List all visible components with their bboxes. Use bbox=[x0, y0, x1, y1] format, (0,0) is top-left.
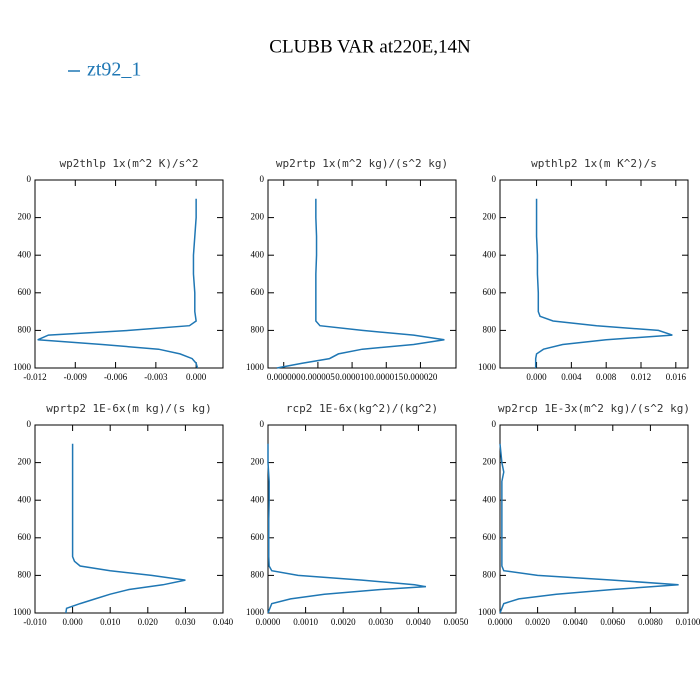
y-tick-label: 1000 bbox=[478, 362, 497, 372]
figure-title: CLUBB VAR at220E,14N bbox=[269, 36, 471, 57]
profile-line bbox=[276, 198, 445, 369]
y-tick-label: 0 bbox=[27, 174, 32, 184]
y-tick-label: 400 bbox=[18, 249, 32, 259]
y-tick-label: 400 bbox=[18, 494, 32, 504]
y-tick-label: 200 bbox=[18, 457, 32, 467]
y-tick-label: 200 bbox=[251, 457, 265, 467]
x-tick-label: 0.0040 bbox=[563, 617, 588, 627]
y-tick-label: 800 bbox=[251, 569, 265, 579]
y-tick-label: 0 bbox=[260, 419, 265, 429]
x-tick-label: 0.0040 bbox=[406, 617, 431, 627]
panel-title: wp2thlp 1x(m^2 K)/s^2 bbox=[59, 157, 198, 170]
y-tick-label: 800 bbox=[483, 569, 497, 579]
panel-title: wprtp2 1E-6x(m kg)/(s kg) bbox=[46, 402, 212, 415]
x-tick-label: 0.000 bbox=[186, 372, 207, 382]
profile-line bbox=[267, 443, 427, 614]
panel-title: wp2rtp 1x(m^2 kg)/(s^2 kg) bbox=[276, 157, 448, 170]
y-tick-label: 600 bbox=[18, 287, 32, 297]
x-tick-label: 0.0080 bbox=[638, 617, 663, 627]
y-tick-label: 400 bbox=[251, 494, 265, 504]
y-tick-label: 1000 bbox=[13, 362, 32, 372]
x-tick-label: -0.003 bbox=[144, 372, 168, 382]
y-tick-label: 0 bbox=[492, 419, 497, 429]
x-tick-label: 0.0000 bbox=[488, 617, 513, 627]
y-tick-label: 800 bbox=[18, 569, 32, 579]
x-tick-label: 0.000015 bbox=[369, 372, 403, 382]
y-tick-label: 600 bbox=[483, 532, 497, 542]
plot-frame bbox=[499, 424, 689, 614]
x-tick-label: 0.016 bbox=[666, 372, 687, 382]
x-tick-label: -0.009 bbox=[64, 372, 88, 382]
plot-frame bbox=[499, 179, 689, 369]
x-tick-label: 0.000 bbox=[62, 617, 83, 627]
profile-line bbox=[499, 443, 679, 614]
y-tick-label: 600 bbox=[251, 532, 265, 542]
x-tick-label: 0.000010 bbox=[335, 372, 369, 382]
y-tick-label: 600 bbox=[251, 287, 265, 297]
y-tick-label: 200 bbox=[483, 212, 497, 222]
y-tick-label: 1000 bbox=[478, 607, 497, 617]
x-tick-label: 0.010 bbox=[100, 617, 121, 627]
y-tick-label: 800 bbox=[251, 324, 265, 334]
y-tick-label: 0 bbox=[260, 174, 265, 184]
panel-title: wpthlp2 1x(m K^2)/s bbox=[531, 157, 657, 170]
y-tick-label: 0 bbox=[492, 174, 497, 184]
y-tick-label: 600 bbox=[18, 532, 32, 542]
x-tick-label: 0.0100 bbox=[676, 617, 700, 627]
profile-line bbox=[37, 198, 199, 369]
x-tick-label: 0.000005 bbox=[301, 372, 335, 382]
x-tick-label: 0.004 bbox=[561, 372, 582, 382]
x-tick-label: 0.040 bbox=[213, 617, 234, 627]
profile-line bbox=[534, 198, 673, 368]
x-tick-label: -0.010 bbox=[23, 617, 47, 627]
y-tick-label: 200 bbox=[18, 212, 32, 222]
y-tick-label: 800 bbox=[483, 324, 497, 334]
x-tick-label: 0.000000 bbox=[267, 372, 301, 382]
y-tick-label: 1000 bbox=[246, 607, 265, 617]
y-tick-label: 200 bbox=[251, 212, 265, 222]
plot-frame bbox=[267, 179, 457, 369]
y-tick-label: 400 bbox=[483, 249, 497, 259]
plot-frame bbox=[34, 179, 224, 369]
x-tick-label: 0.0000 bbox=[256, 617, 281, 627]
panel-title: wp2rcp 1E-3x(m^2 kg)/(s^2 kg) bbox=[498, 402, 690, 415]
y-tick-label: 0 bbox=[27, 419, 32, 429]
x-tick-label: 0.0010 bbox=[293, 617, 318, 627]
y-tick-label: 200 bbox=[483, 457, 497, 467]
x-tick-label: 0.0050 bbox=[444, 617, 469, 627]
legend-entry: zt92_1 bbox=[87, 59, 141, 81]
x-tick-label: -0.012 bbox=[23, 372, 46, 382]
x-tick-label: 0.020 bbox=[138, 617, 159, 627]
profile-line bbox=[65, 443, 186, 614]
plot-frame bbox=[34, 424, 224, 614]
y-tick-label: 1000 bbox=[246, 362, 265, 372]
x-tick-label: 0.0030 bbox=[368, 617, 393, 627]
x-tick-label: 0.000 bbox=[526, 372, 547, 382]
x-tick-label: 0.008 bbox=[596, 372, 617, 382]
x-tick-label: 0.030 bbox=[175, 617, 196, 627]
x-tick-label: 0.0020 bbox=[525, 617, 550, 627]
y-tick-label: 600 bbox=[483, 287, 497, 297]
y-tick-label: 400 bbox=[251, 249, 265, 259]
y-tick-label: 1000 bbox=[13, 607, 32, 617]
x-tick-label: -0.006 bbox=[104, 372, 128, 382]
panel-title: rcp2 1E-6x(kg^2)/(kg^2) bbox=[286, 402, 438, 415]
x-tick-label: 0.0060 bbox=[600, 617, 625, 627]
x-tick-label: 0.012 bbox=[631, 372, 651, 382]
x-tick-label: 0.0020 bbox=[331, 617, 356, 627]
plot-frame bbox=[267, 424, 457, 614]
x-tick-label: 0.000020 bbox=[404, 372, 438, 382]
y-tick-label: 400 bbox=[483, 494, 497, 504]
y-tick-label: 800 bbox=[18, 324, 32, 334]
